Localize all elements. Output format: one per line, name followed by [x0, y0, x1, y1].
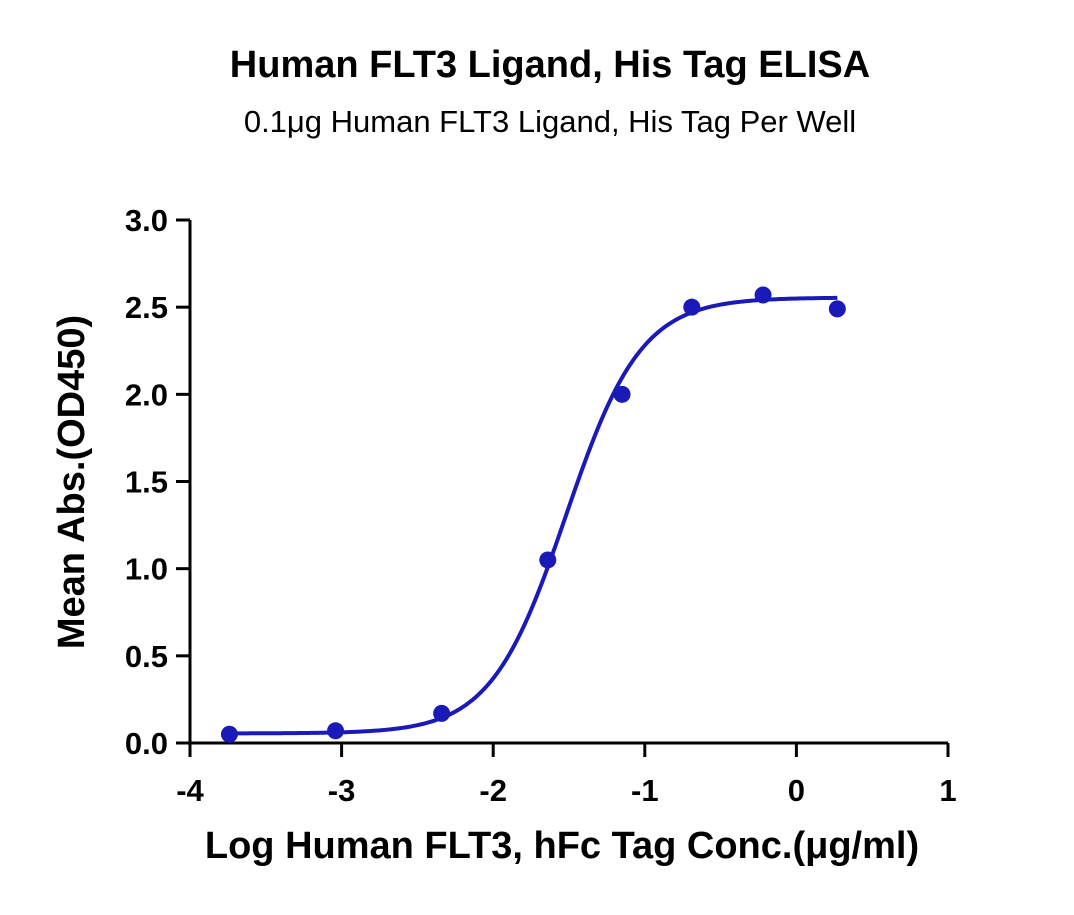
- y-tick-label: 2.0: [125, 377, 168, 412]
- tick-labels: 0.0 0.5 1.0 1.5 2.0 2.5 3.0 -4 -3 -2 -1 0 1: [125, 203, 957, 808]
- data-point: [220, 725, 238, 743]
- y-tick-label: 1.0: [125, 552, 168, 587]
- x-tick-label: 0: [788, 773, 805, 808]
- data-point: [327, 722, 345, 740]
- x-tick-label: -2: [479, 773, 507, 808]
- data-points: [220, 286, 846, 743]
- y-tick-label: 0.0: [125, 726, 168, 761]
- data-point: [683, 298, 701, 316]
- x-tick-label: -4: [176, 773, 204, 808]
- x-tick-label: 1: [939, 773, 956, 808]
- data-point: [754, 286, 772, 304]
- x-axis-label: Log Human FLT3, hFc Tag Conc.(μg/ml): [205, 825, 919, 867]
- fit-curve: [229, 295, 838, 736]
- chart-title: Human FLT3 Ligand, His Tag ELISA: [229, 44, 871, 86]
- y-tick-label: 0.5: [125, 639, 168, 674]
- chart-subtitle: 0.1μg Human FLT3 Ligand, His Tag Per Wel…: [243, 104, 857, 139]
- axes: [176, 218, 950, 757]
- data-point: [613, 385, 631, 403]
- y-tick-label: 1.5: [125, 465, 168, 500]
- y-tick-label: 3.0: [125, 203, 168, 238]
- data-point: [433, 704, 451, 722]
- x-tick-label: -1: [631, 773, 659, 808]
- x-tick-label: -3: [328, 773, 356, 808]
- y-tick-label: 2.5: [125, 290, 168, 325]
- data-point: [539, 551, 557, 569]
- y-axis-label: Mean Abs.(OD450): [51, 315, 93, 649]
- data-point: [828, 300, 846, 318]
